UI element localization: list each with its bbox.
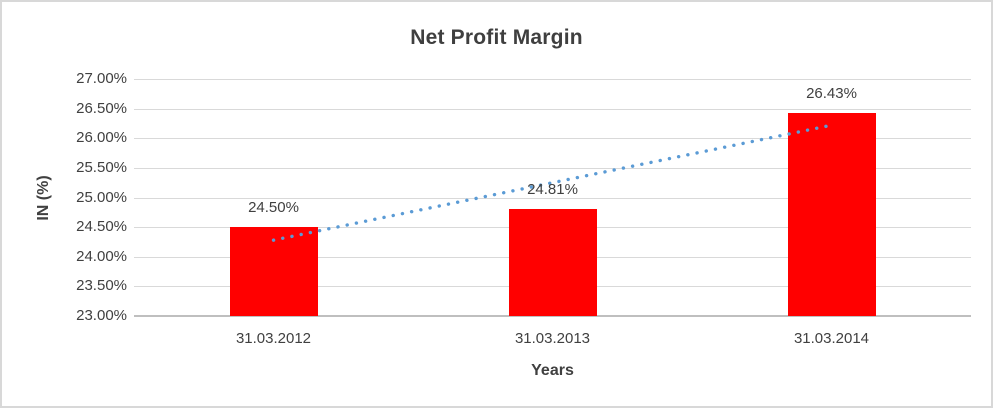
y-tick-label: 26.50% [76,99,127,117]
x-axis-title: Years [531,362,574,379]
trendline-dotted-line [271,124,831,242]
y-tick-label: 24.50% [76,218,127,236]
gridline [134,315,971,317]
chart-title: Net Profit Margin [410,26,583,49]
y-tick-label: 23.00% [76,307,127,324]
data-label: 24.81% [527,180,578,198]
gridline [134,197,971,199]
y-tick-label: 25.00% [76,188,127,206]
gridline [134,79,971,80]
gridline [134,108,971,110]
bar-31.03.2012 [229,227,318,316]
plot-area: 24.50% 24.81% 26.43% [134,79,971,317]
y-tick-label: 25.50% [76,158,127,176]
y-tick-label: 24.00% [76,247,127,265]
trendline [271,124,831,242]
bar-31.03.2014 [787,112,876,316]
gridline [134,138,971,140]
y-tick-label: 26.00% [76,129,127,147]
x-tick-label: 31.03.2014 [793,330,870,347]
x-tick-label: 31.03.2013 [514,330,591,347]
data-label: 24.50% [248,199,299,217]
data-label: 26.43% [806,84,857,102]
x-tick-label: 31.03.2012 [235,330,312,347]
bar-31.03.2013 [508,208,597,316]
gridline [134,167,971,169]
y-tick-label: 27.00% [76,70,127,87]
y-tick-label: 23.50% [76,277,127,295]
